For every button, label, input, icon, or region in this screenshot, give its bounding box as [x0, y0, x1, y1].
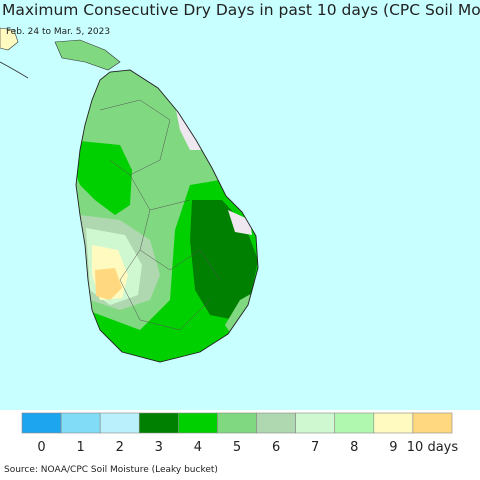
- region: [95, 268, 122, 300]
- coastline: [0, 61, 29, 79]
- legend-swatch: [334, 412, 375, 434]
- legend-swatch: [138, 412, 179, 434]
- legend-label: 2: [116, 440, 124, 455]
- region: [76, 140, 132, 215]
- legend-swatch: [178, 412, 218, 434]
- jaffna-peninsula: [54, 39, 121, 71]
- legend-swatch: [99, 412, 140, 434]
- legend-label: 9: [389, 440, 397, 455]
- title: Maximum Consecutive Dry Days in past 10 …: [2, 1, 480, 19]
- legend: 0 1 2 3 4 5 6 7 8 9 10 days: [21, 412, 459, 455]
- legend-label: 4: [194, 440, 202, 455]
- region: [228, 210, 252, 235]
- legend-label: 7: [311, 440, 319, 455]
- legend-label: 0: [37, 440, 45, 455]
- legend-swatch: [295, 412, 336, 434]
- legend-swatch: [412, 412, 453, 434]
- legend-label: 8: [350, 440, 358, 455]
- legend-swatch: [373, 412, 414, 434]
- ocean: [0, 0, 480, 410]
- mainland-india: [0, 27, 19, 51]
- district-borders: [99, 99, 221, 331]
- legend-label: 5: [233, 440, 241, 455]
- legend-label: 6: [272, 440, 280, 455]
- legend-swatch: [256, 412, 296, 434]
- source: Source: NOAA/CPC Soil Moisture (Leaky bu…: [4, 465, 218, 475]
- island-regions: [76, 70, 258, 362]
- legend-swatch: [217, 412, 257, 434]
- legend-label: 3: [155, 440, 163, 455]
- legend-label: 1: [76, 440, 84, 455]
- legend-swatch: [60, 412, 101, 434]
- legend-label: 10 days: [407, 440, 459, 455]
- island-outline: [75, 69, 259, 363]
- subtitle: Feb. 24 to Mar. 5, 2023: [6, 27, 110, 37]
- legend-swatch: [21, 412, 62, 434]
